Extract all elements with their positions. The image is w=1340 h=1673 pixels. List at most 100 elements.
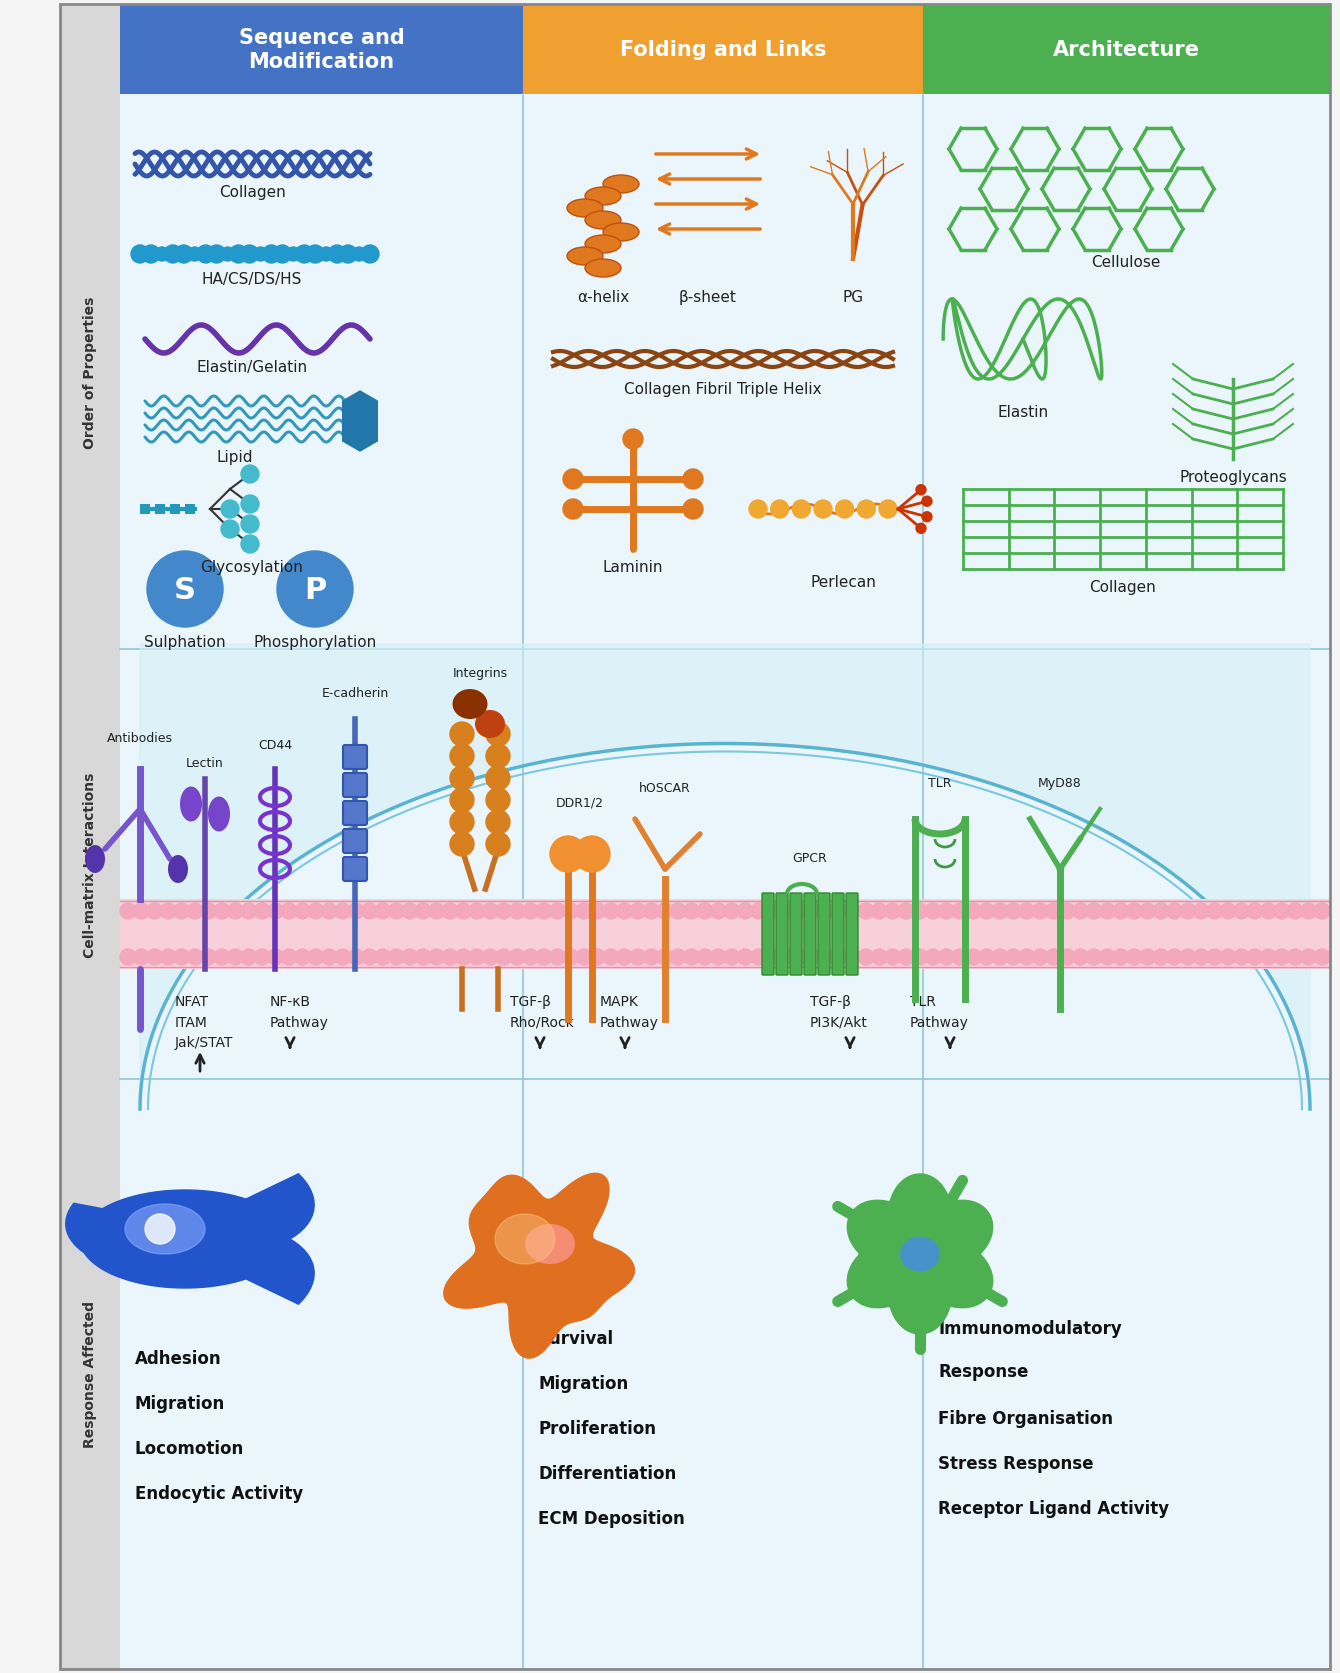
Circle shape: [1288, 950, 1304, 965]
Circle shape: [1018, 950, 1034, 965]
Circle shape: [737, 903, 753, 920]
Circle shape: [450, 810, 474, 835]
Circle shape: [174, 903, 190, 920]
Circle shape: [1234, 950, 1249, 965]
Circle shape: [884, 903, 900, 920]
Circle shape: [603, 950, 619, 965]
Circle shape: [450, 788, 474, 813]
Circle shape: [898, 903, 914, 920]
Bar: [60, 5, 121, 1670]
Circle shape: [469, 950, 485, 965]
Ellipse shape: [208, 796, 230, 831]
Circle shape: [174, 246, 193, 264]
Circle shape: [240, 246, 259, 264]
Circle shape: [277, 552, 352, 627]
Circle shape: [161, 903, 177, 920]
Polygon shape: [139, 644, 1311, 1109]
Circle shape: [273, 246, 291, 264]
Circle shape: [450, 723, 474, 746]
Circle shape: [643, 903, 659, 920]
Text: Response: Response: [938, 1362, 1028, 1380]
Circle shape: [241, 535, 259, 554]
Circle shape: [1085, 950, 1101, 965]
Circle shape: [724, 903, 740, 920]
Text: GPCR: GPCR: [793, 852, 827, 865]
Text: Immunomodulatory: Immunomodulatory: [938, 1320, 1122, 1337]
Circle shape: [1274, 903, 1290, 920]
Text: E-cadherin: E-cadherin: [322, 686, 389, 699]
Circle shape: [155, 248, 169, 263]
Circle shape: [442, 903, 458, 920]
Circle shape: [442, 950, 458, 965]
Ellipse shape: [180, 786, 202, 821]
Circle shape: [429, 903, 445, 920]
Circle shape: [1288, 903, 1304, 920]
Circle shape: [214, 950, 230, 965]
Circle shape: [322, 903, 338, 920]
Circle shape: [1045, 950, 1061, 965]
Text: Folding and Links: Folding and Links: [619, 40, 827, 60]
Circle shape: [496, 950, 512, 965]
Circle shape: [657, 903, 673, 920]
Circle shape: [523, 903, 539, 920]
Text: NFAT
ITAM
Jak/STAT: NFAT ITAM Jak/STAT: [176, 994, 233, 1049]
Circle shape: [724, 950, 740, 965]
Circle shape: [348, 903, 364, 920]
Circle shape: [1032, 950, 1048, 965]
Circle shape: [764, 950, 780, 965]
Circle shape: [951, 950, 967, 965]
Circle shape: [456, 950, 472, 965]
Circle shape: [1018, 903, 1034, 920]
Text: β-sheet: β-sheet: [679, 289, 737, 304]
Circle shape: [486, 788, 511, 813]
Polygon shape: [494, 1215, 555, 1265]
Polygon shape: [444, 1173, 634, 1358]
Text: Integrins: Integrins: [453, 666, 508, 679]
Text: NF-κB
Pathway: NF-κB Pathway: [269, 994, 328, 1029]
Circle shape: [563, 903, 579, 920]
Circle shape: [616, 950, 632, 965]
Circle shape: [509, 903, 525, 920]
Circle shape: [348, 950, 364, 965]
Text: Collagen: Collagen: [218, 186, 285, 199]
Circle shape: [1221, 950, 1235, 965]
Text: Collagen: Collagen: [1089, 579, 1156, 594]
Circle shape: [295, 903, 311, 920]
Circle shape: [142, 246, 159, 264]
Text: ECM Deposition: ECM Deposition: [537, 1509, 685, 1527]
Ellipse shape: [567, 248, 603, 266]
Circle shape: [697, 950, 713, 965]
Circle shape: [817, 903, 833, 920]
Ellipse shape: [567, 199, 603, 217]
Circle shape: [831, 950, 847, 965]
Circle shape: [509, 950, 525, 965]
Text: Fibre Organisation: Fibre Organisation: [938, 1409, 1114, 1427]
Polygon shape: [125, 1205, 205, 1255]
Circle shape: [174, 950, 190, 965]
Circle shape: [858, 500, 875, 519]
Circle shape: [1248, 903, 1262, 920]
Bar: [923, 5, 1331, 95]
Circle shape: [683, 950, 699, 965]
Circle shape: [268, 950, 284, 965]
Ellipse shape: [900, 1236, 939, 1271]
Text: α-helix: α-helix: [578, 289, 628, 304]
Circle shape: [536, 903, 552, 920]
Circle shape: [496, 903, 512, 920]
Ellipse shape: [84, 845, 105, 873]
Text: Glycosylation: Glycosylation: [201, 560, 303, 574]
Circle shape: [450, 744, 474, 768]
Text: CD44: CD44: [257, 738, 292, 751]
Circle shape: [255, 950, 271, 965]
Circle shape: [415, 903, 431, 920]
Text: Lectin: Lectin: [186, 756, 224, 770]
Text: Phosphorylation: Phosphorylation: [253, 634, 377, 649]
Circle shape: [710, 950, 726, 965]
Circle shape: [1152, 950, 1168, 965]
Circle shape: [221, 500, 239, 519]
Text: Collagen Fibril Triple Helix: Collagen Fibril Triple Helix: [624, 381, 821, 397]
Circle shape: [1274, 950, 1290, 965]
Circle shape: [917, 524, 926, 534]
Circle shape: [482, 903, 498, 920]
Circle shape: [1234, 903, 1249, 920]
